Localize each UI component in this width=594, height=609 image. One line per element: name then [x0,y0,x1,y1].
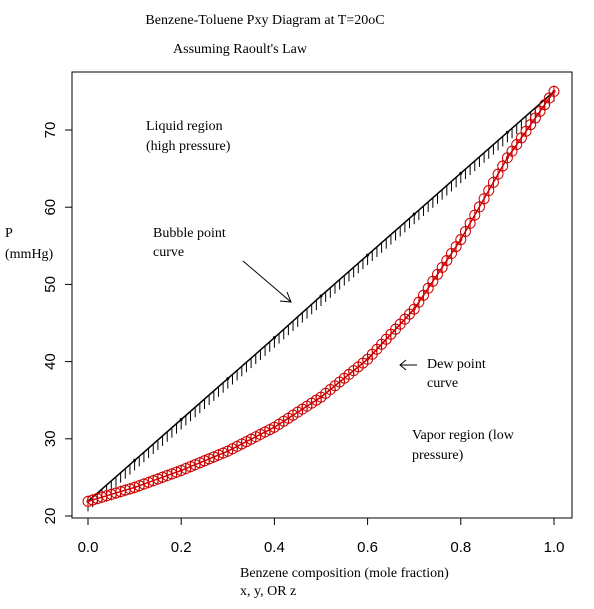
data-point [319,395,323,399]
x-axis: 0.0 0.2 0.4 0.6 0.8 1.0 [78,517,565,556]
data-point [459,171,463,175]
x-axis-label-variables: x, y, OR z [240,584,296,599]
data-point [366,357,370,361]
x-tick-label: 0.6 [357,539,378,556]
y-axis-label: P [5,226,13,241]
y-tick-label: 60 [42,199,59,216]
data-point [133,485,137,489]
data-point [412,307,416,311]
dew-point-arrow [399,359,417,371]
y-tick-label: 30 [42,430,59,447]
data-point [179,468,183,472]
x-tick-label: 1.0 [544,539,565,556]
data-point [366,253,370,257]
data-point [505,130,509,134]
y-axis: 20 30 40 50 60 70 [42,122,73,525]
chart-subtitle: Assuming Raoult's Law [173,42,308,57]
data-point [226,377,230,381]
y-tick-label: 40 [42,353,59,370]
x-axis-label: Benzene composition (mole fraction) [240,566,449,581]
y-axis-unit: (mmHg) [5,247,54,262]
liquid-region-sublabel: (high pressure) [146,139,231,154]
chart-title: Benzene-Toluene Pxy Diagram at T=20oC [145,13,384,28]
y-tick-label: 70 [42,122,59,139]
data-point [459,238,463,242]
dew-point-sublabel: curve [427,376,458,391]
bubble-point-series [86,89,556,512]
vapor-region-sublabel: pressure) [412,448,464,463]
x-tick-label: 0.2 [171,539,192,556]
liquid-region-label: Liquid region [146,119,223,134]
data-point [552,89,556,93]
data-point [133,458,137,462]
data-point [86,499,90,503]
data-point [319,294,323,298]
vapor-region-label: Vapor region (low [412,428,515,443]
bubble-point-label: Bubble point [153,226,226,241]
dew-point-label: Dew point [427,357,486,372]
data-point [179,418,183,421]
data-point [412,212,416,216]
data-point [272,336,276,340]
y-tick-label: 50 [42,276,59,293]
data-point [505,156,509,160]
bubble-point-arrow [242,260,292,303]
series-layer [82,85,560,512]
dew-point-series [82,85,560,508]
data-point [226,449,230,453]
data-point [272,425,276,429]
x-tick-label: 0.8 [450,539,471,556]
bubble-point-sublabel: curve [153,245,184,260]
x-tick-label: 0.4 [264,539,285,556]
y-tick-label: 20 [42,508,59,525]
x-tick-label: 0.0 [78,539,99,556]
